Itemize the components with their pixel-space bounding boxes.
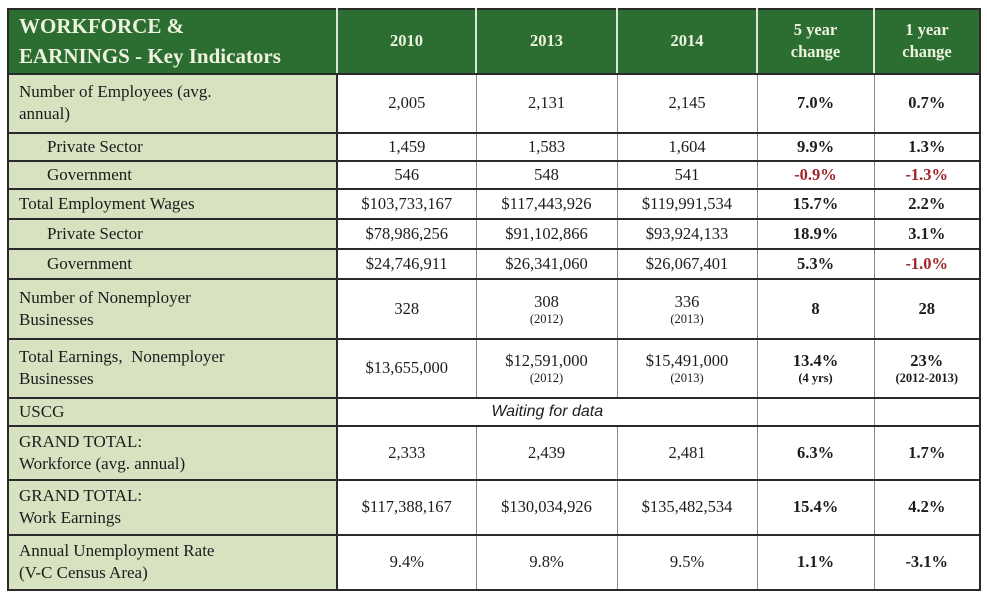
- cell-2010: 2,005: [336, 72, 476, 134]
- table-header: WORKFORCE & EARNINGS - Key Indicators 20…: [8, 9, 980, 75]
- cell-2013: $26,341,060: [475, 247, 617, 280]
- cell-2013: 2,131: [475, 72, 617, 134]
- cell-2010: $117,388,167: [336, 478, 476, 536]
- cell-2013: 548: [475, 159, 617, 190]
- cell-5yr: 15.4%: [756, 478, 874, 536]
- cell-2010: $24,746,911: [336, 247, 476, 280]
- cell-1yr: 23% (2012-2013): [873, 337, 980, 399]
- cell-2010: 9.4%: [336, 533, 476, 591]
- cell-2010: $78,986,256: [336, 217, 476, 250]
- cell-1yr: 4.2%: [873, 478, 980, 536]
- row-label: Total Employment Wages: [8, 187, 338, 220]
- row-label: Government: [8, 159, 338, 190]
- row-label: Total Earnings, Nonemployer Businesses: [8, 337, 338, 399]
- cell-2014: 336 (2013): [616, 277, 757, 340]
- cell-2014: 1,604: [616, 131, 757, 162]
- cell-1yr: 1.3%: [873, 131, 980, 162]
- cell-2010: $13,655,000: [336, 337, 476, 399]
- cell-1yr: 3.1%: [873, 217, 980, 250]
- row-label: Private Sector: [8, 217, 338, 250]
- table-row: Private Sector $78,986,256 $91,102,866 $…: [8, 217, 980, 250]
- row-label: GRAND TOTAL: Workforce (avg. annual): [8, 424, 338, 481]
- table-row: Annual Unemployment Rate (V-C Census Are…: [8, 533, 980, 591]
- col-header-5yr-change: 5 year change: [756, 9, 874, 75]
- cell-1yr: -3.1%: [873, 533, 980, 591]
- cell-5yr: 18.9%: [756, 217, 874, 250]
- table-row: Number of Employees (avg. annual) 2,005 …: [8, 72, 980, 134]
- table-row: Total Employment Wages $103,733,167 $117…: [8, 187, 980, 220]
- cell-2010: 2,333: [336, 424, 476, 481]
- cell-1yr: -1.3%: [873, 159, 980, 190]
- table-row: GRAND TOTAL: Workforce (avg. annual) 2,3…: [8, 424, 980, 481]
- cell-2010: 1,459: [336, 131, 476, 162]
- cell-1yr: -1.0%: [873, 247, 980, 280]
- table-row: Number of Nonemployer Businesses 328 308…: [8, 277, 980, 340]
- cell-5yr: 8: [756, 277, 874, 340]
- cell-2013: 308 (2012): [475, 277, 617, 340]
- row-label: USCG: [8, 396, 338, 427]
- table-row-uscg: USCG Waiting for data: [8, 396, 980, 427]
- cell-5yr: 7.0%: [756, 72, 874, 134]
- cell-2014: 9.5%: [616, 533, 757, 591]
- cell-5yr: 9.9%: [756, 131, 874, 162]
- cell-2014: $135,482,534: [616, 478, 757, 536]
- row-label: Private Sector: [8, 131, 338, 162]
- row-label: GRAND TOTAL: Work Earnings: [8, 478, 338, 536]
- cell-2014: $93,924,133: [616, 217, 757, 250]
- table-title: WORKFORCE & EARNINGS - Key Indicators: [8, 9, 337, 75]
- cell-1yr: 0.7%: [873, 72, 980, 134]
- cell-2013: $91,102,866: [475, 217, 617, 250]
- row-label: Number of Employees (avg. annual): [8, 72, 338, 134]
- cell-1yr: 1.7%: [873, 424, 980, 481]
- cell-2013: 9.8%: [475, 533, 617, 591]
- cell-2013: 2,439: [475, 424, 617, 481]
- col-header-2014: 2014: [616, 9, 757, 75]
- cell-5yr: [756, 396, 874, 427]
- cell-2014: 2,145: [616, 72, 757, 134]
- table-row: Private Sector 1,459 1,583 1,604 9.9% 1.…: [8, 131, 980, 162]
- cell-1yr: 28: [873, 277, 980, 340]
- cell-2010: 546: [336, 159, 476, 190]
- header-row: WORKFORCE & EARNINGS - Key Indicators 20…: [8, 9, 980, 75]
- cell-2013: $130,034,926: [475, 478, 617, 536]
- row-label: Number of Nonemployer Businesses: [8, 277, 338, 340]
- cell-5yr: 1.1%: [756, 533, 874, 591]
- col-header-2013: 2013: [475, 9, 617, 75]
- cell-2014: $15,491,000 (2013): [616, 337, 757, 399]
- col-header-1yr-change: 1 year change: [873, 9, 980, 75]
- cell-2010: 328: [336, 277, 476, 340]
- cell-1yr: 2.2%: [873, 187, 980, 220]
- cell-5yr: 6.3%: [756, 424, 874, 481]
- cell-2013: $12,591,000 (2012): [475, 337, 617, 399]
- row-label: Government: [8, 247, 338, 280]
- cell-2014: 2,481: [616, 424, 757, 481]
- cell-5yr: 13.4% (4 yrs): [756, 337, 874, 399]
- table-row: Total Earnings, Nonemployer Businesses $…: [8, 337, 980, 399]
- cell-2010: $103,733,167: [336, 187, 476, 220]
- table-row: Government 546 548 541 -0.9% -1.3%: [8, 159, 980, 190]
- cell-2013: $117,443,926: [475, 187, 617, 220]
- cell-2014: 541: [616, 159, 757, 190]
- col-header-2010: 2010: [336, 9, 476, 75]
- row-label: Annual Unemployment Rate (V-C Census Are…: [8, 533, 338, 591]
- table-row: Government $24,746,911 $26,341,060 $26,0…: [8, 247, 980, 280]
- cell-1yr: [873, 396, 980, 427]
- cell-5yr: 15.7%: [756, 187, 874, 220]
- cell-2014: $119,991,534: [616, 187, 757, 220]
- cell-5yr: -0.9%: [756, 159, 874, 190]
- cell-2014: $26,067,401: [616, 247, 757, 280]
- table-body: Number of Employees (avg. annual) 2,005 …: [8, 72, 980, 591]
- workforce-earnings-table: WORKFORCE & EARNINGS - Key Indicators 20…: [7, 8, 981, 591]
- waiting-for-data-cell: Waiting for data: [336, 396, 758, 427]
- table-row: GRAND TOTAL: Work Earnings $117,388,167 …: [8, 478, 980, 536]
- cell-2013: 1,583: [475, 131, 617, 162]
- cell-5yr: 5.3%: [756, 247, 874, 280]
